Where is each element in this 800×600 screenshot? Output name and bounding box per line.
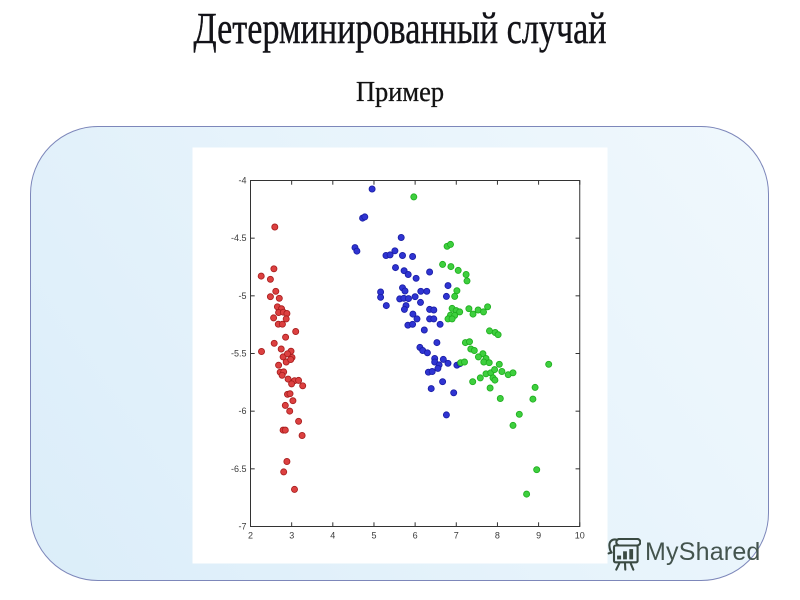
svg-text:6: 6 <box>413 531 418 541</box>
svg-text:3: 3 <box>289 531 294 541</box>
svg-text:2: 2 <box>248 531 253 541</box>
svg-text:-5.5: -5.5 <box>231 349 247 359</box>
svg-text:4: 4 <box>330 531 335 541</box>
svg-text:-5: -5 <box>238 291 246 301</box>
svg-text:-4.5: -4.5 <box>231 233 247 243</box>
svg-text:-4: -4 <box>238 176 246 186</box>
svg-text:-6: -6 <box>238 406 246 416</box>
svg-text:10: 10 <box>575 531 585 541</box>
svg-text:-6.5: -6.5 <box>231 464 247 474</box>
svg-text:5: 5 <box>371 531 376 541</box>
svg-text:9: 9 <box>536 531 541 541</box>
svg-text:8: 8 <box>495 531 500 541</box>
svg-text:7: 7 <box>454 531 459 541</box>
svg-text:-7: -7 <box>238 522 246 532</box>
